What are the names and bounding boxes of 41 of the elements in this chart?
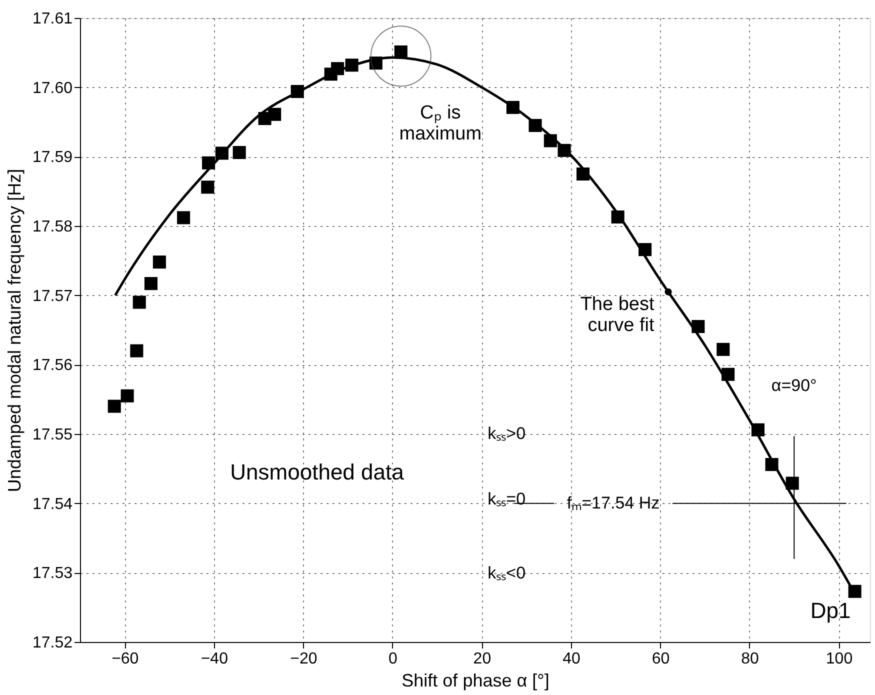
x-tick-label: −40	[200, 650, 228, 668]
ref-line-label: fₘ=17.54 Hz	[566, 493, 660, 512]
y-tick-label: 17.52	[32, 634, 73, 652]
x-tick-label: 100	[826, 650, 853, 668]
point	[130, 344, 144, 358]
point	[177, 211, 190, 224]
y-axis-title: Undamped modal natural frequency [Hz]	[4, 168, 24, 492]
annotation: kₛₛ<0	[488, 563, 526, 582]
y-tick-label: 17.56	[32, 357, 73, 374]
y-tick-label: 17.57	[32, 288, 73, 305]
point	[716, 342, 730, 356]
y-tick-label: 17.60	[32, 80, 73, 97]
annotation: Cₚ is maximum	[399, 102, 482, 144]
y-tick-label: 17.54	[32, 496, 73, 513]
x-axis-title: Shift of phase α [°]	[402, 670, 550, 690]
x-tick-label: 60	[652, 650, 670, 668]
y-tick-label: 17.59	[32, 149, 73, 166]
point	[120, 389, 134, 402]
annotation: Dp1	[810, 598, 851, 623]
ref-line-label: α=90°	[771, 376, 817, 396]
annotation: Unsmoothed data	[230, 459, 405, 484]
point	[144, 277, 158, 290]
y-tick-label: 17.61	[32, 10, 73, 28]
point	[132, 296, 146, 309]
y-tick-label: 17.55	[32, 426, 73, 444]
x-tick-label: 40	[562, 650, 580, 668]
point	[152, 256, 166, 269]
annotation: The best curve fit	[580, 294, 655, 336]
x-tick-label: −20	[290, 650, 318, 668]
x-tick-label: 0	[388, 650, 398, 668]
point	[232, 146, 246, 160]
annotation: kₛₛ=0	[488, 490, 526, 509]
annotation: kₛₛ>0	[488, 424, 526, 444]
point	[201, 180, 214, 194]
x-tick-label: −60	[112, 650, 139, 668]
point	[108, 400, 121, 413]
point	[268, 108, 282, 121]
y-tick-label: 17.58	[32, 218, 73, 236]
x-tick-label: 80	[741, 650, 759, 668]
x-tick-label: 20	[473, 650, 492, 668]
y-tick-label: 17.53	[32, 565, 73, 582]
